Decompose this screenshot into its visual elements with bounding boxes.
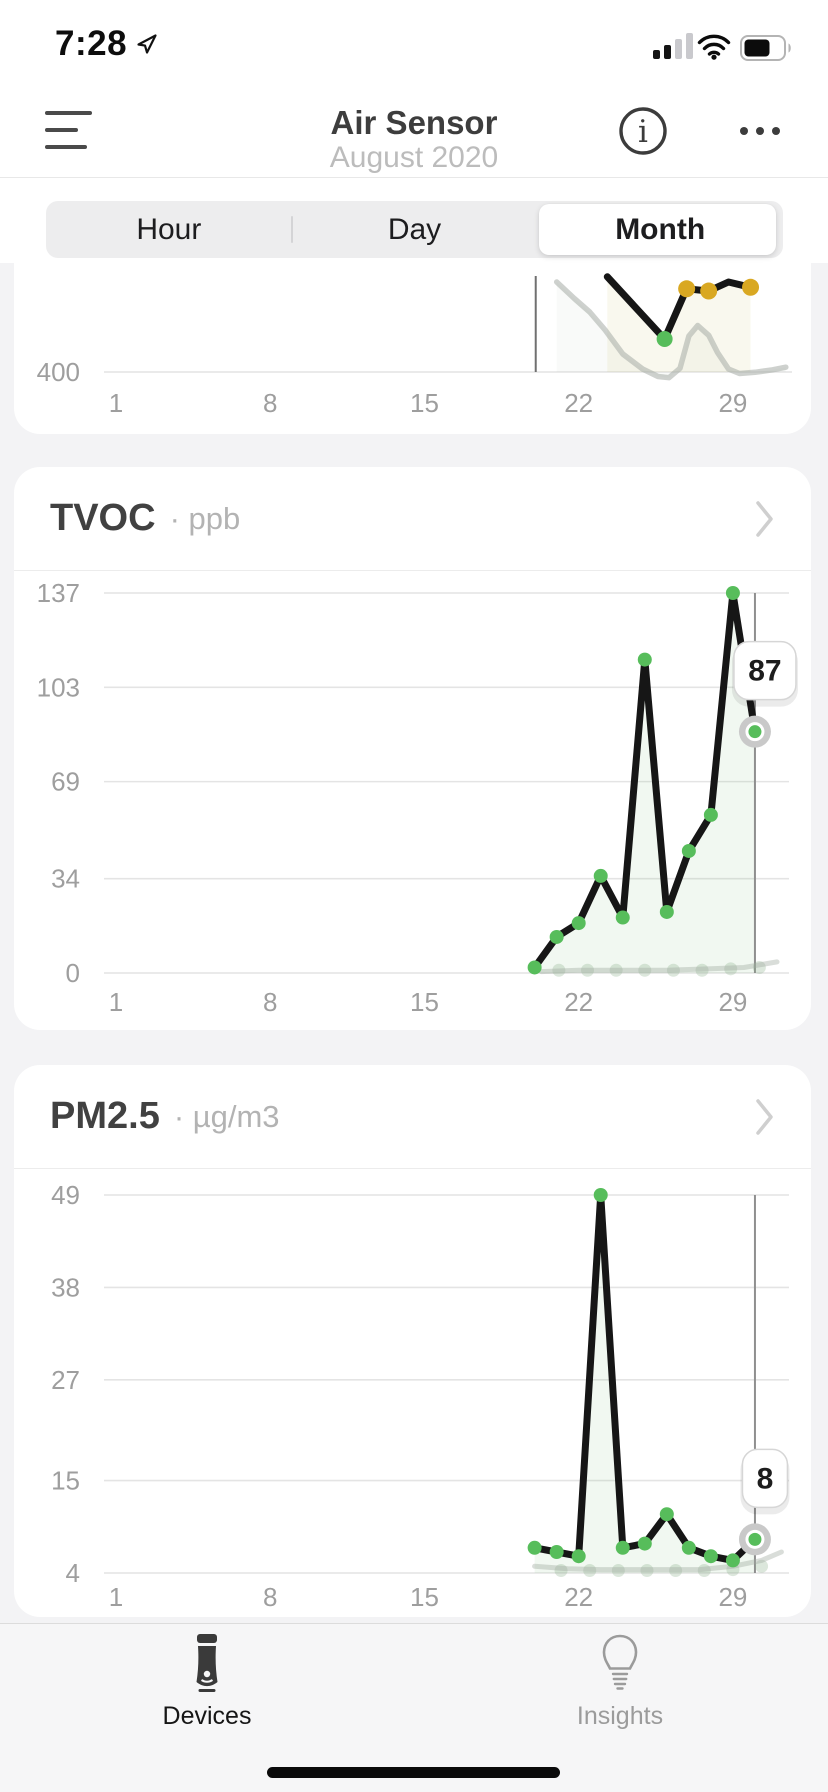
svg-text:400: 400 [37,357,80,387]
tab-devices-label: Devices [162,1702,252,1730]
svg-text:87: 87 [748,655,781,688]
tab-insights[interactable]: Insights [513,1624,727,1754]
svg-text:0: 0 [66,958,80,988]
svg-text:1: 1 [109,1582,123,1612]
svg-text:49: 49 [51,1180,80,1210]
chart-card-pm25[interactable]: PM2.5 · µg/m3 49 38 27 15 4 1 8 15 22 29 8 [14,1065,811,1617]
svg-text:15: 15 [410,388,439,418]
status-bar-left: 7:28 [55,24,159,64]
svg-text:15: 15 [410,987,439,1017]
svg-text:29: 29 [718,1582,747,1612]
segment-day[interactable]: Day [387,212,442,246]
pm25-title: PM2.5 [50,1095,160,1137]
top-chrome: 7:28 Air Sensor August [0,0,828,263]
tvoc-card-header[interactable]: TVOC · ppb [14,467,811,571]
svg-text:8: 8 [757,1462,774,1495]
wifi-icon [697,34,731,60]
pm25-card-header[interactable]: PM2.5 · µg/m3 [14,1065,811,1169]
chart-card-partial[interactable]: 400 1 8 15 22 29 [14,262,811,434]
location-icon [137,34,157,54]
chart-card-tvoc[interactable]: TVOC · ppb 137 103 69 34 0 1 8 15 22 29 87 [14,467,811,1030]
svg-text:i: i [638,114,648,150]
svg-text:8: 8 [263,388,277,418]
tab-insights-label: Insights [576,1702,664,1730]
tvoc-unit: · ppb [169,500,241,536]
svg-text:34: 34 [51,864,80,894]
svg-text:15: 15 [51,1466,80,1496]
device-icon [196,1634,218,1692]
bulb-icon [602,1634,638,1690]
segment-hour[interactable]: Hour [136,212,202,246]
svg-text:22: 22 [564,987,593,1017]
svg-text:103: 103 [37,672,80,702]
svg-text:4: 4 [66,1558,80,1588]
svg-text:29: 29 [718,987,747,1017]
tab-devices[interactable]: Devices [100,1624,314,1754]
home-indicator[interactable] [267,1767,560,1778]
svg-text:27: 27 [51,1365,80,1395]
svg-text:15: 15 [410,1582,439,1612]
pm25-unit: · µg/m3 [173,1098,280,1134]
tvoc-title: TVOC [50,497,156,539]
cell-signal-icon [653,33,693,59]
header-divider [0,177,828,178]
tvoc-chart-plot[interactable]: 137 103 69 34 01 8 15 22 29 87 [14,467,811,1030]
segment-separator [291,216,293,243]
svg-text:8: 8 [263,1582,277,1612]
partial-chart-plot[interactable]: 400 1 8 15 22 29 [14,262,811,434]
segment-month[interactable]: Month [615,212,706,246]
chevron-right-icon [756,501,773,537]
status-time: 7:28 [55,24,128,63]
svg-text:137: 137 [37,578,80,608]
chevron-right-icon [756,1099,773,1135]
tab-bar: Devices Insights [0,1623,828,1792]
menu-hamburger-icon[interactable] [45,111,93,151]
svg-text:29: 29 [718,388,747,418]
svg-text:1: 1 [109,987,123,1017]
page-subtitle: August 2020 [329,141,499,174]
more-ellipsis-icon[interactable] [736,123,784,139]
svg-text:22: 22 [564,1582,593,1612]
time-range-segmented-control: Hour Day Month [46,201,783,258]
segment-selected-pill [539,204,776,255]
svg-text:38: 38 [51,1272,80,1302]
svg-text:22: 22 [564,388,593,418]
pm25-chart-plot[interactable]: 49 38 27 15 41 8 15 22 29 8 [14,1065,811,1617]
svg-text:69: 69 [51,767,80,797]
svg-text:8: 8 [263,987,277,1017]
page-title: Air Sensor [330,104,498,141]
info-icon[interactable]: i [617,105,669,157]
battery-icon [740,35,791,61]
svg-text:1: 1 [109,388,123,418]
